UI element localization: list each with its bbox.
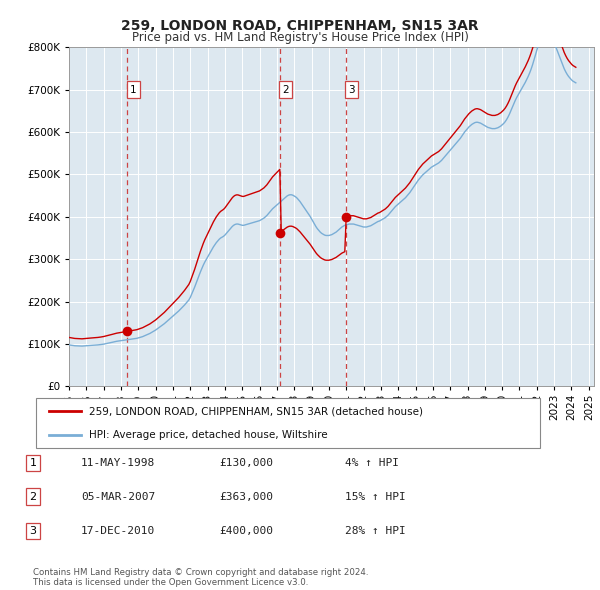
Text: 05-MAR-2007: 05-MAR-2007 [81,492,155,502]
Text: 2: 2 [283,84,289,94]
Text: Price paid vs. HM Land Registry's House Price Index (HPI): Price paid vs. HM Land Registry's House … [131,31,469,44]
Text: 11-MAY-1998: 11-MAY-1998 [81,458,155,468]
Text: HPI: Average price, detached house, Wiltshire: HPI: Average price, detached house, Wilt… [89,430,328,440]
Text: 4% ↑ HPI: 4% ↑ HPI [345,458,399,468]
FancyBboxPatch shape [36,398,540,448]
Text: 3: 3 [29,526,37,536]
Text: Contains HM Land Registry data © Crown copyright and database right 2024.
This d: Contains HM Land Registry data © Crown c… [33,568,368,587]
Text: 1: 1 [130,84,137,94]
Text: £130,000: £130,000 [219,458,273,468]
Text: £400,000: £400,000 [219,526,273,536]
Text: 17-DEC-2010: 17-DEC-2010 [81,526,155,536]
Text: 1: 1 [29,458,37,468]
Text: 28% ↑ HPI: 28% ↑ HPI [345,526,406,536]
Text: 2: 2 [29,492,37,502]
Text: 3: 3 [348,84,355,94]
Text: 259, LONDON ROAD, CHIPPENHAM, SN15 3AR: 259, LONDON ROAD, CHIPPENHAM, SN15 3AR [121,19,479,33]
Text: 15% ↑ HPI: 15% ↑ HPI [345,492,406,502]
Text: 259, LONDON ROAD, CHIPPENHAM, SN15 3AR (detached house): 259, LONDON ROAD, CHIPPENHAM, SN15 3AR (… [89,407,423,417]
Text: £363,000: £363,000 [219,492,273,502]
